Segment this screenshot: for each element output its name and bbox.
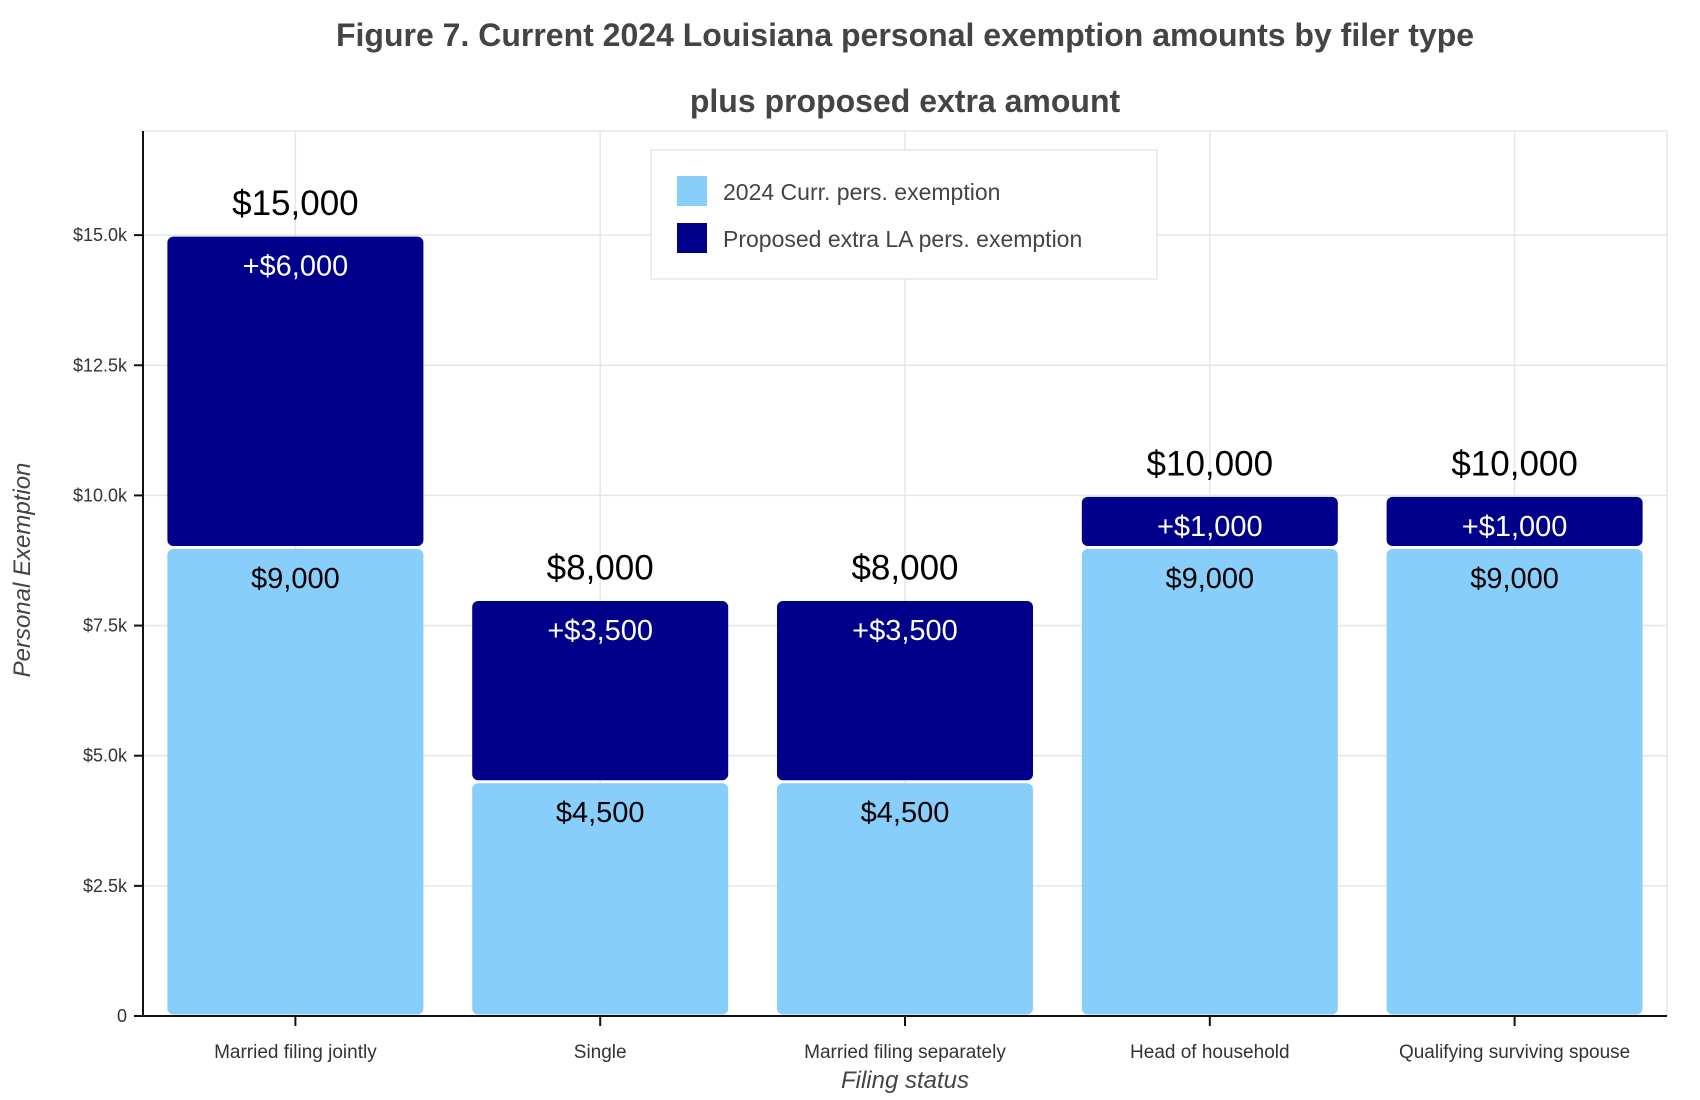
bar-label-current: $4,500 (556, 797, 645, 829)
chart-title-line-2: plus proposed extra amount (690, 83, 1121, 119)
bar-segment-proposed (1386, 496, 1643, 546)
x-tick-label: Married filing separately (804, 1042, 1006, 1063)
y-tick-label: $5.0k (83, 746, 128, 766)
bar-label-current: $4,500 (861, 797, 950, 829)
legend-label-current: 2024 Curr. pers. exemption (723, 179, 1000, 205)
y-tick-label: $15.0k (73, 225, 128, 245)
bar-label-current: $9,000 (1470, 563, 1559, 595)
bar-segment-proposed (472, 601, 729, 781)
legend-box (650, 149, 1158, 280)
chart-title-line-1: Figure 7. Current 2024 Louisiana persona… (336, 17, 1474, 53)
y-tick-label: $10.0k (73, 485, 128, 505)
y-axis-ticks: 0 $2.5k $5.0k $7.5k $10.0k $12.5k $15.0k (73, 225, 143, 1026)
bar-segment-proposed (777, 601, 1033, 781)
x-axis-title: Filing status (841, 1067, 969, 1094)
legend-swatch-proposed (677, 223, 707, 253)
bar-label-proposed: +$3,500 (547, 615, 653, 647)
bar-segment-proposed (167, 236, 424, 546)
bar-label-proposed: +$1,000 (1462, 511, 1568, 543)
y-tick-label: $12.5k (73, 355, 128, 375)
y-tick-label: $7.5k (83, 616, 128, 636)
x-tick-label: Qualifying surviving spouse (1399, 1042, 1630, 1063)
y-axis-title: Personal Exemption (9, 463, 36, 678)
bar-total-label: $10,000 (1451, 444, 1578, 483)
bar-total-label: $10,000 (1147, 444, 1274, 483)
bar-total-label: $8,000 (547, 549, 654, 588)
bar-labels: $9,000 +$6,000 $15,000 $4,500 +$3,500 $8,000 $… (232, 184, 1578, 829)
bar-label-current: $9,000 (1165, 563, 1254, 595)
bar-segment-current (777, 783, 1033, 1015)
bar-label-proposed: +$1,000 (1157, 511, 1263, 543)
y-tick-label: 0 (117, 1006, 127, 1026)
x-axis-ticks: Married filing jointly Single Married fili… (214, 1016, 1630, 1063)
bar-label-proposed: +$3,500 (852, 615, 958, 647)
legend: 2024 Curr. pers. exemption Proposed extra… (650, 149, 1158, 280)
legend-label-proposed: Proposed extra LA pers. exemption (723, 226, 1082, 252)
bar-segment-current (167, 548, 424, 1015)
bar-label-proposed: +$6,000 (243, 251, 349, 283)
bar-label-current: $9,000 (251, 563, 340, 595)
bar-segment-current (1386, 548, 1643, 1015)
legend-swatch-current (677, 176, 707, 206)
bar-segment-proposed (1081, 496, 1338, 546)
x-tick-label: Head of household (1130, 1042, 1290, 1063)
y-tick-label: $2.5k (83, 876, 128, 896)
x-tick-label: Single (574, 1042, 627, 1063)
chart-title: Figure 7. Current 2024 Louisiana persona… (336, 17, 1474, 119)
bar-total-label: $15,000 (232, 184, 359, 223)
bar-total-label: $8,000 (851, 549, 958, 588)
bar-segment-current (1081, 548, 1338, 1015)
x-tick-label: Married filing jointly (214, 1042, 377, 1063)
bar-segment-current (472, 783, 729, 1015)
bars (167, 236, 1643, 1015)
